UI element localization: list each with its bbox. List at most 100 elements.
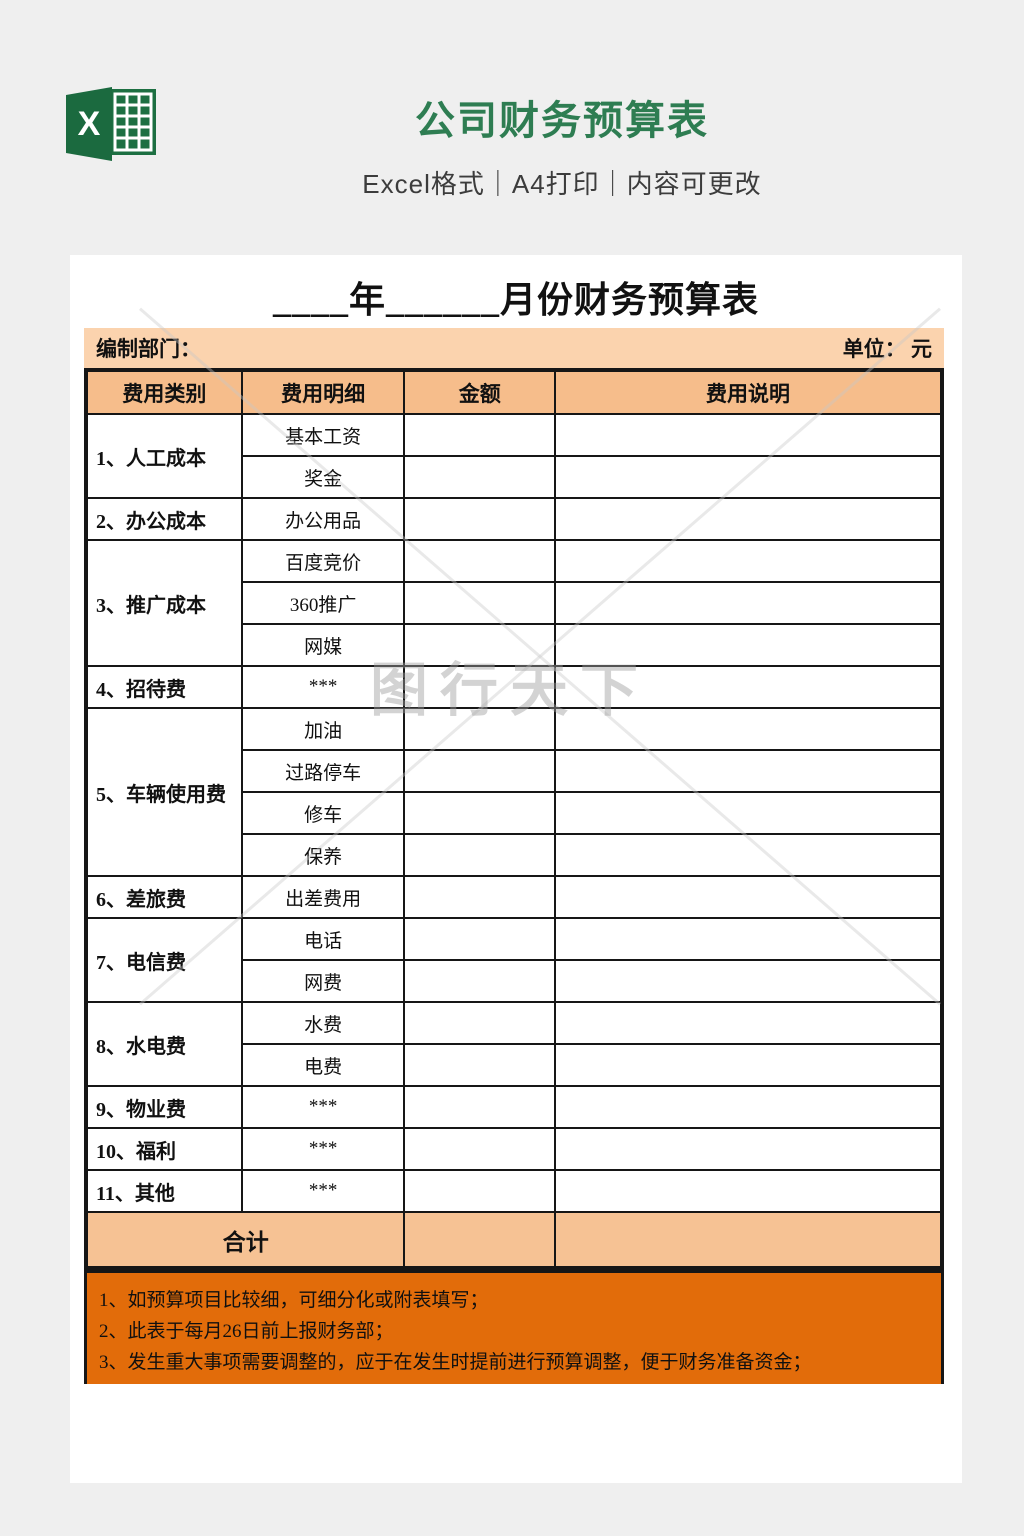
- detail-cell: 修车: [240, 791, 406, 835]
- table-row: 6、差旅费 出差费用: [85, 875, 943, 919]
- category-cell: 10、福利: [85, 1127, 243, 1171]
- amount-cell: [403, 581, 557, 625]
- table-row: 5、车辆使用费 加油: [85, 707, 943, 877]
- table-header-row: 费用类别 费用明细 金额 费用说明: [85, 369, 943, 415]
- note-line: 3、发生重大事项需要调整的，应于在发生时提前进行预算调整，便于财务准备资金；: [99, 1352, 812, 1373]
- description-cell: [554, 707, 943, 751]
- description-cell: [554, 539, 943, 583]
- description-cell: [554, 497, 943, 541]
- notes-block: 1、如预算项目比较细，可细分化或附表填写； 2、此表于每月26日前上报财务部； …: [84, 1270, 944, 1384]
- table-row: 电费: [86, 1043, 943, 1087]
- description-cell: [554, 623, 943, 667]
- table-row: 8、水电费 水费: [85, 1001, 943, 1087]
- detail-cell: 360推广: [240, 581, 406, 625]
- detail-cell: 网媒: [240, 623, 406, 667]
- amount-cell: [403, 1085, 557, 1129]
- description-cell: [554, 413, 943, 457]
- unit-label: 单位： 元: [842, 337, 932, 361]
- table-row: 360推广: [86, 581, 943, 625]
- table-row: 过路停车: [86, 749, 943, 793]
- table-row: 保养: [86, 833, 943, 877]
- description-cell: [554, 959, 943, 1003]
- detail-cell: 办公用品: [240, 497, 406, 541]
- detail-cell: 保养: [240, 833, 406, 877]
- detail-cell: 水费: [240, 1001, 406, 1045]
- amount-cell: [403, 1127, 557, 1171]
- category-cell: 11、其他: [85, 1169, 243, 1213]
- amount-cell: [403, 1169, 557, 1213]
- detail-cell: 电费: [240, 1043, 406, 1087]
- category-cell: 4、招待费: [85, 665, 243, 709]
- page-header: X 公司财务预算表 Excel格式｜A4打印｜内容可更改: [0, 0, 1024, 255]
- detail-cell: 奖金: [240, 455, 406, 499]
- description-cell: [554, 581, 943, 625]
- category-cell: 5、车辆使用费: [85, 707, 243, 877]
- table-row: 4、招待费 ***: [85, 665, 943, 709]
- detail-cell: 出差费用: [240, 875, 406, 919]
- col-header-detail: 费用明细: [240, 369, 406, 415]
- amount-cell: [403, 959, 557, 1003]
- amount-cell: [403, 875, 557, 919]
- description-cell: [554, 833, 943, 877]
- detail-cell: ***: [240, 1085, 406, 1129]
- category-cell: 9、物业费: [85, 1085, 243, 1129]
- detail-cell: 百度竞价: [240, 539, 406, 583]
- detail-cell: ***: [240, 1169, 406, 1213]
- amount-cell: [403, 749, 557, 793]
- excel-logo-icon: X: [64, 86, 160, 162]
- budget-table: 费用类别 费用明细 金额 费用说明 1、人工成本 基本工资 奖金: [84, 368, 944, 1270]
- description-cell: [554, 917, 943, 961]
- amount-cell: [403, 455, 557, 499]
- note-line: 2、此表于每月26日前上报财务部；: [99, 1321, 394, 1342]
- table-row: 2、办公成本 办公用品: [85, 497, 943, 541]
- category-cell: 8、水电费: [85, 1001, 243, 1087]
- table-row: 7、电信费 电话: [85, 917, 943, 1003]
- detail-cell: ***: [240, 1127, 406, 1171]
- category-cell: 6、差旅费: [85, 875, 243, 919]
- table-row: 网媒: [86, 623, 943, 667]
- amount-cell: [403, 1043, 557, 1087]
- table-row: 奖金: [86, 455, 943, 499]
- category-cell: 3、推广成本: [85, 539, 243, 667]
- note-line: 1、如预算项目比较细，可细分化或附表填写；: [99, 1290, 489, 1311]
- amount-cell: [403, 1001, 557, 1045]
- col-header-description: 费用说明: [554, 369, 943, 415]
- amount-cell: [403, 707, 557, 751]
- page-title: 公司财务预算表: [415, 99, 709, 143]
- header-text: 公司财务预算表 Excel格式｜A4打印｜内容可更改: [0, 88, 1024, 201]
- detail-cell: 基本工资: [240, 413, 406, 457]
- col-header-amount: 金额: [403, 369, 557, 415]
- page-subtitle: Excel格式｜A4打印｜内容可更改: [362, 169, 762, 199]
- total-label: 合计: [84, 1211, 406, 1269]
- table-row: 3、推广成本 百度竞价: [85, 539, 943, 667]
- prepared-by-label: 编制部门：: [96, 337, 201, 361]
- amount-cell: [403, 665, 557, 709]
- description-cell: [554, 875, 943, 919]
- category-cell: 1、人工成本: [85, 413, 243, 499]
- description-cell: [554, 791, 943, 835]
- detail-cell: 网费: [240, 959, 406, 1003]
- table-row: 9、物业费 ***: [85, 1085, 943, 1129]
- doc-content: 编制部门： 单位： 元 费用类别 费用明细 金额 费用说明 1、人工成本 基本工…: [84, 328, 944, 1384]
- doc-title: ____年______月份财务预算表: [272, 280, 759, 320]
- table-row: 1、人工成本 基本工资: [85, 413, 943, 499]
- description-cell: [554, 665, 943, 709]
- description-cell: [554, 1169, 943, 1213]
- budget-document: ____年______月份财务预算表 编制部门： 单位： 元 费用类别 费用明细…: [70, 255, 962, 1483]
- total-row: 合计: [84, 1211, 943, 1269]
- doc-title-wrap: ____年______月份财务预算表: [70, 255, 962, 328]
- detail-cell: 过路停车: [240, 749, 406, 793]
- amount-cell: [403, 623, 557, 667]
- col-header-category: 费用类别: [85, 369, 243, 415]
- table-row: 修车: [86, 791, 943, 835]
- description-cell: [554, 455, 943, 499]
- amount-cell: [403, 917, 557, 961]
- amount-cell: [403, 413, 557, 457]
- amount-cell: [403, 833, 557, 877]
- amount-cell: [403, 497, 557, 541]
- total-description-cell: [554, 1211, 943, 1269]
- description-cell: [554, 1085, 943, 1129]
- amount-cell: [403, 539, 557, 583]
- detail-cell: ***: [240, 665, 406, 709]
- table-row: 10、福利 ***: [85, 1127, 943, 1171]
